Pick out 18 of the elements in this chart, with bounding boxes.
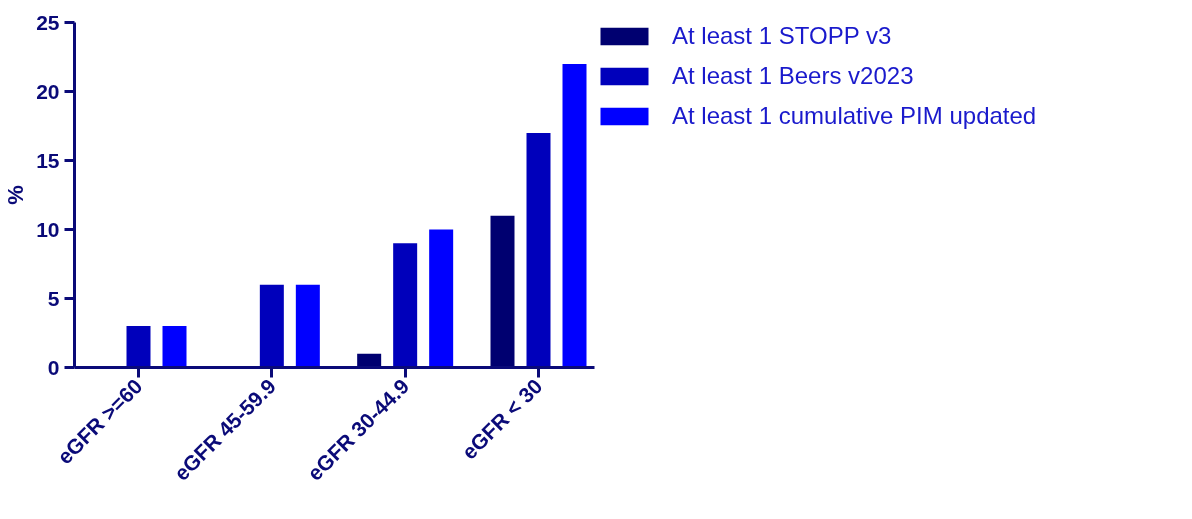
y-tick-label: 20 xyxy=(36,79,60,103)
bar xyxy=(429,229,454,368)
bar xyxy=(162,326,187,368)
legend-label: At least 1 Beers v2023 xyxy=(672,62,914,90)
bar xyxy=(562,63,587,368)
legend-label: At least 1 cumulative PIM updated xyxy=(672,102,1037,130)
y-tick-label: 0 xyxy=(47,355,60,379)
bar xyxy=(295,284,320,368)
y-axis-title: % xyxy=(3,185,29,205)
y-tick-label: 10 xyxy=(36,217,60,241)
bar xyxy=(393,243,418,368)
legend-label: At least 1 STOPP v3 xyxy=(672,22,892,50)
y-tick-label: 25 xyxy=(36,10,60,34)
bar xyxy=(259,284,284,368)
bar xyxy=(126,326,151,368)
bar xyxy=(526,132,551,368)
y-tick-label: 15 xyxy=(36,148,60,172)
y-tick-label: 5 xyxy=(47,286,60,310)
